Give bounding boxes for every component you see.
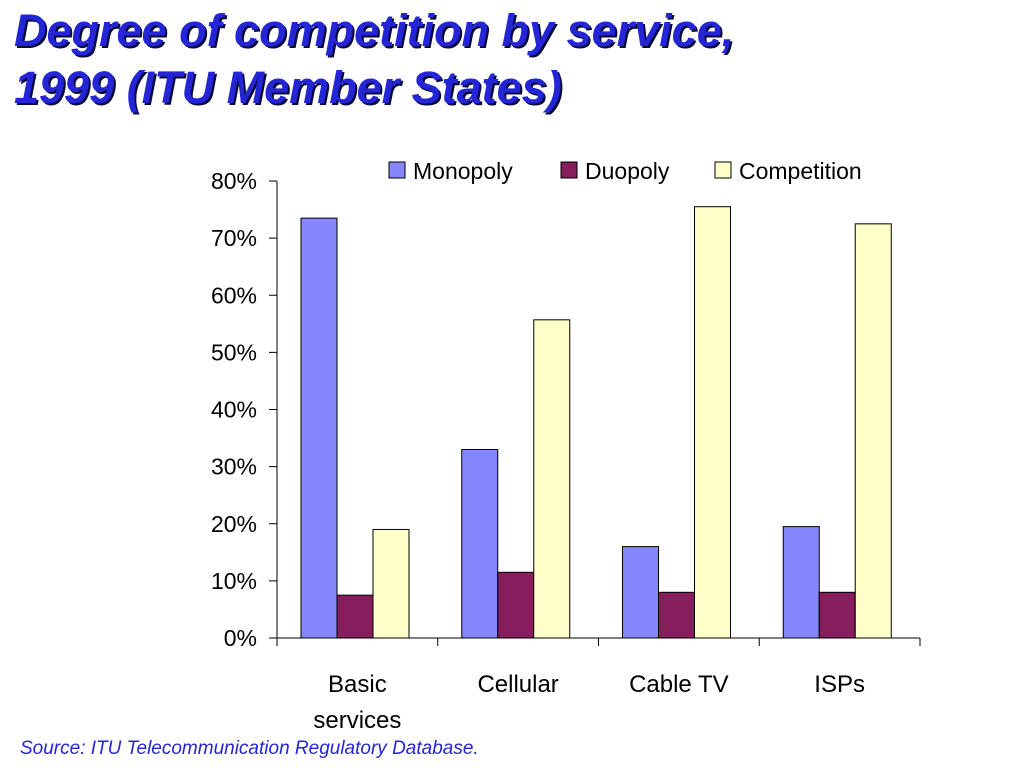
x-tick-label: Basic (328, 671, 387, 698)
y-tick-label: 50% (211, 339, 257, 365)
x-tick-label: ISPs (814, 671, 865, 698)
bar-competition-1 (533, 319, 571, 639)
legend-label-monopoly: Monopoly (413, 158, 513, 184)
legend-label-duopoly: Duopoly (585, 158, 670, 184)
bar-competition-0 (372, 528, 410, 639)
legend-swatch-monopoly (388, 161, 406, 179)
slide-title: Degree of competition by service, 1999 (… (14, 2, 1014, 116)
bar-monopoly-3 (782, 526, 820, 639)
bar-duopoly-3 (818, 591, 856, 639)
y-tick-label: 0% (224, 625, 257, 651)
x-tick-label: Cellular (477, 671, 558, 698)
legend-swatch-duopoly (560, 161, 578, 179)
bar-monopoly-0 (300, 217, 338, 639)
bar-monopoly-1 (461, 448, 499, 639)
legend-swatch-competition (714, 161, 732, 179)
bar-competition-2 (694, 206, 731, 639)
slide-title-line-1: Degree of competition by service, (14, 5, 735, 56)
source-note: Source: ITU Telecommunication Regulatory… (20, 738, 479, 759)
x-tick-label: services (313, 707, 401, 734)
y-tick-label: 40% (211, 397, 257, 423)
y-tick-label: 30% (211, 454, 257, 480)
legend-label-competition: Competition (739, 158, 862, 184)
bar-competition-3 (854, 223, 892, 639)
y-tick-label: 60% (211, 282, 257, 308)
y-tick-label: 80% (211, 168, 257, 194)
x-tick-label: Cable TV (629, 671, 729, 698)
bar-duopoly-1 (497, 571, 535, 639)
bar-duopoly-0 (336, 594, 374, 639)
y-tick-label: 10% (211, 568, 257, 594)
y-tick-label: 70% (211, 225, 257, 251)
slide-title-line-2: 1999 (ITU Member States) (14, 62, 562, 113)
bar-duopoly-2 (658, 591, 695, 639)
y-tick-label: 20% (211, 511, 257, 537)
bar-monopoly-2 (622, 546, 659, 639)
